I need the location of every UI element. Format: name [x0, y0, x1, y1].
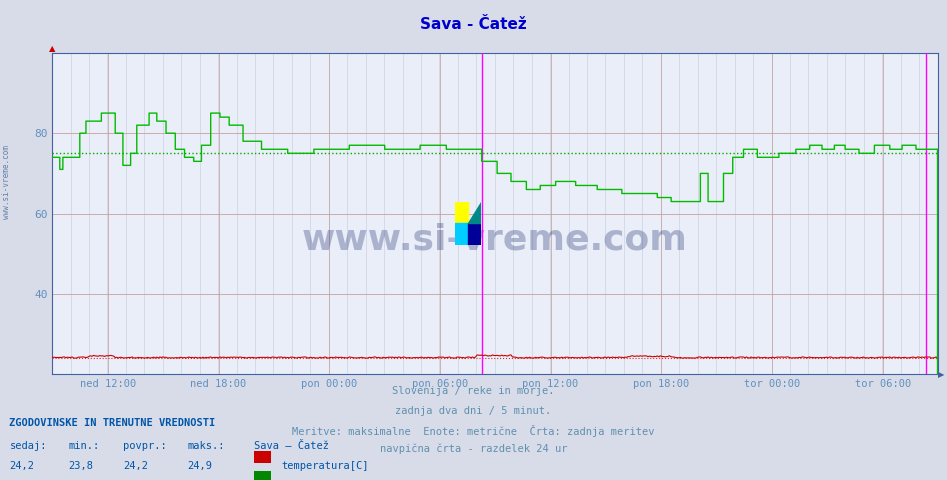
Text: povpr.:: povpr.:: [123, 441, 167, 451]
Text: Sava – Čatež: Sava – Čatež: [254, 441, 329, 451]
Text: zadnja dva dni / 5 minut.: zadnja dva dni / 5 minut.: [396, 406, 551, 416]
Text: ▶: ▶: [938, 370, 944, 379]
Text: 24,2: 24,2: [123, 461, 148, 471]
Text: 23,8: 23,8: [68, 461, 93, 471]
Text: min.:: min.:: [68, 441, 99, 451]
Text: ▲: ▲: [49, 44, 55, 53]
Text: www.si-vreme.com: www.si-vreme.com: [302, 222, 688, 256]
Text: maks.:: maks.:: [188, 441, 225, 451]
Text: Meritve: maksimalne  Enote: metrične  Črta: zadnja meritev: Meritve: maksimalne Enote: metrične Črta…: [293, 425, 654, 437]
Bar: [455, 202, 468, 223]
Text: Sava - Čatež: Sava - Čatež: [420, 17, 527, 32]
Polygon shape: [468, 202, 481, 223]
Bar: [455, 223, 468, 245]
Text: sedaj:: sedaj:: [9, 441, 47, 451]
Text: 24,9: 24,9: [188, 461, 212, 471]
Text: navpična črta - razdelek 24 ur: navpična črta - razdelek 24 ur: [380, 444, 567, 455]
Text: 24,2: 24,2: [9, 461, 34, 471]
Text: ZGODOVINSKE IN TRENUTNE VREDNOSTI: ZGODOVINSKE IN TRENUTNE VREDNOSTI: [9, 418, 216, 428]
Text: www.si-vreme.com: www.si-vreme.com: [2, 145, 11, 219]
Text: Slovenija / reke in morje.: Slovenija / reke in morje.: [392, 386, 555, 396]
Bar: [468, 223, 481, 245]
Text: temperatura[C]: temperatura[C]: [281, 461, 368, 471]
